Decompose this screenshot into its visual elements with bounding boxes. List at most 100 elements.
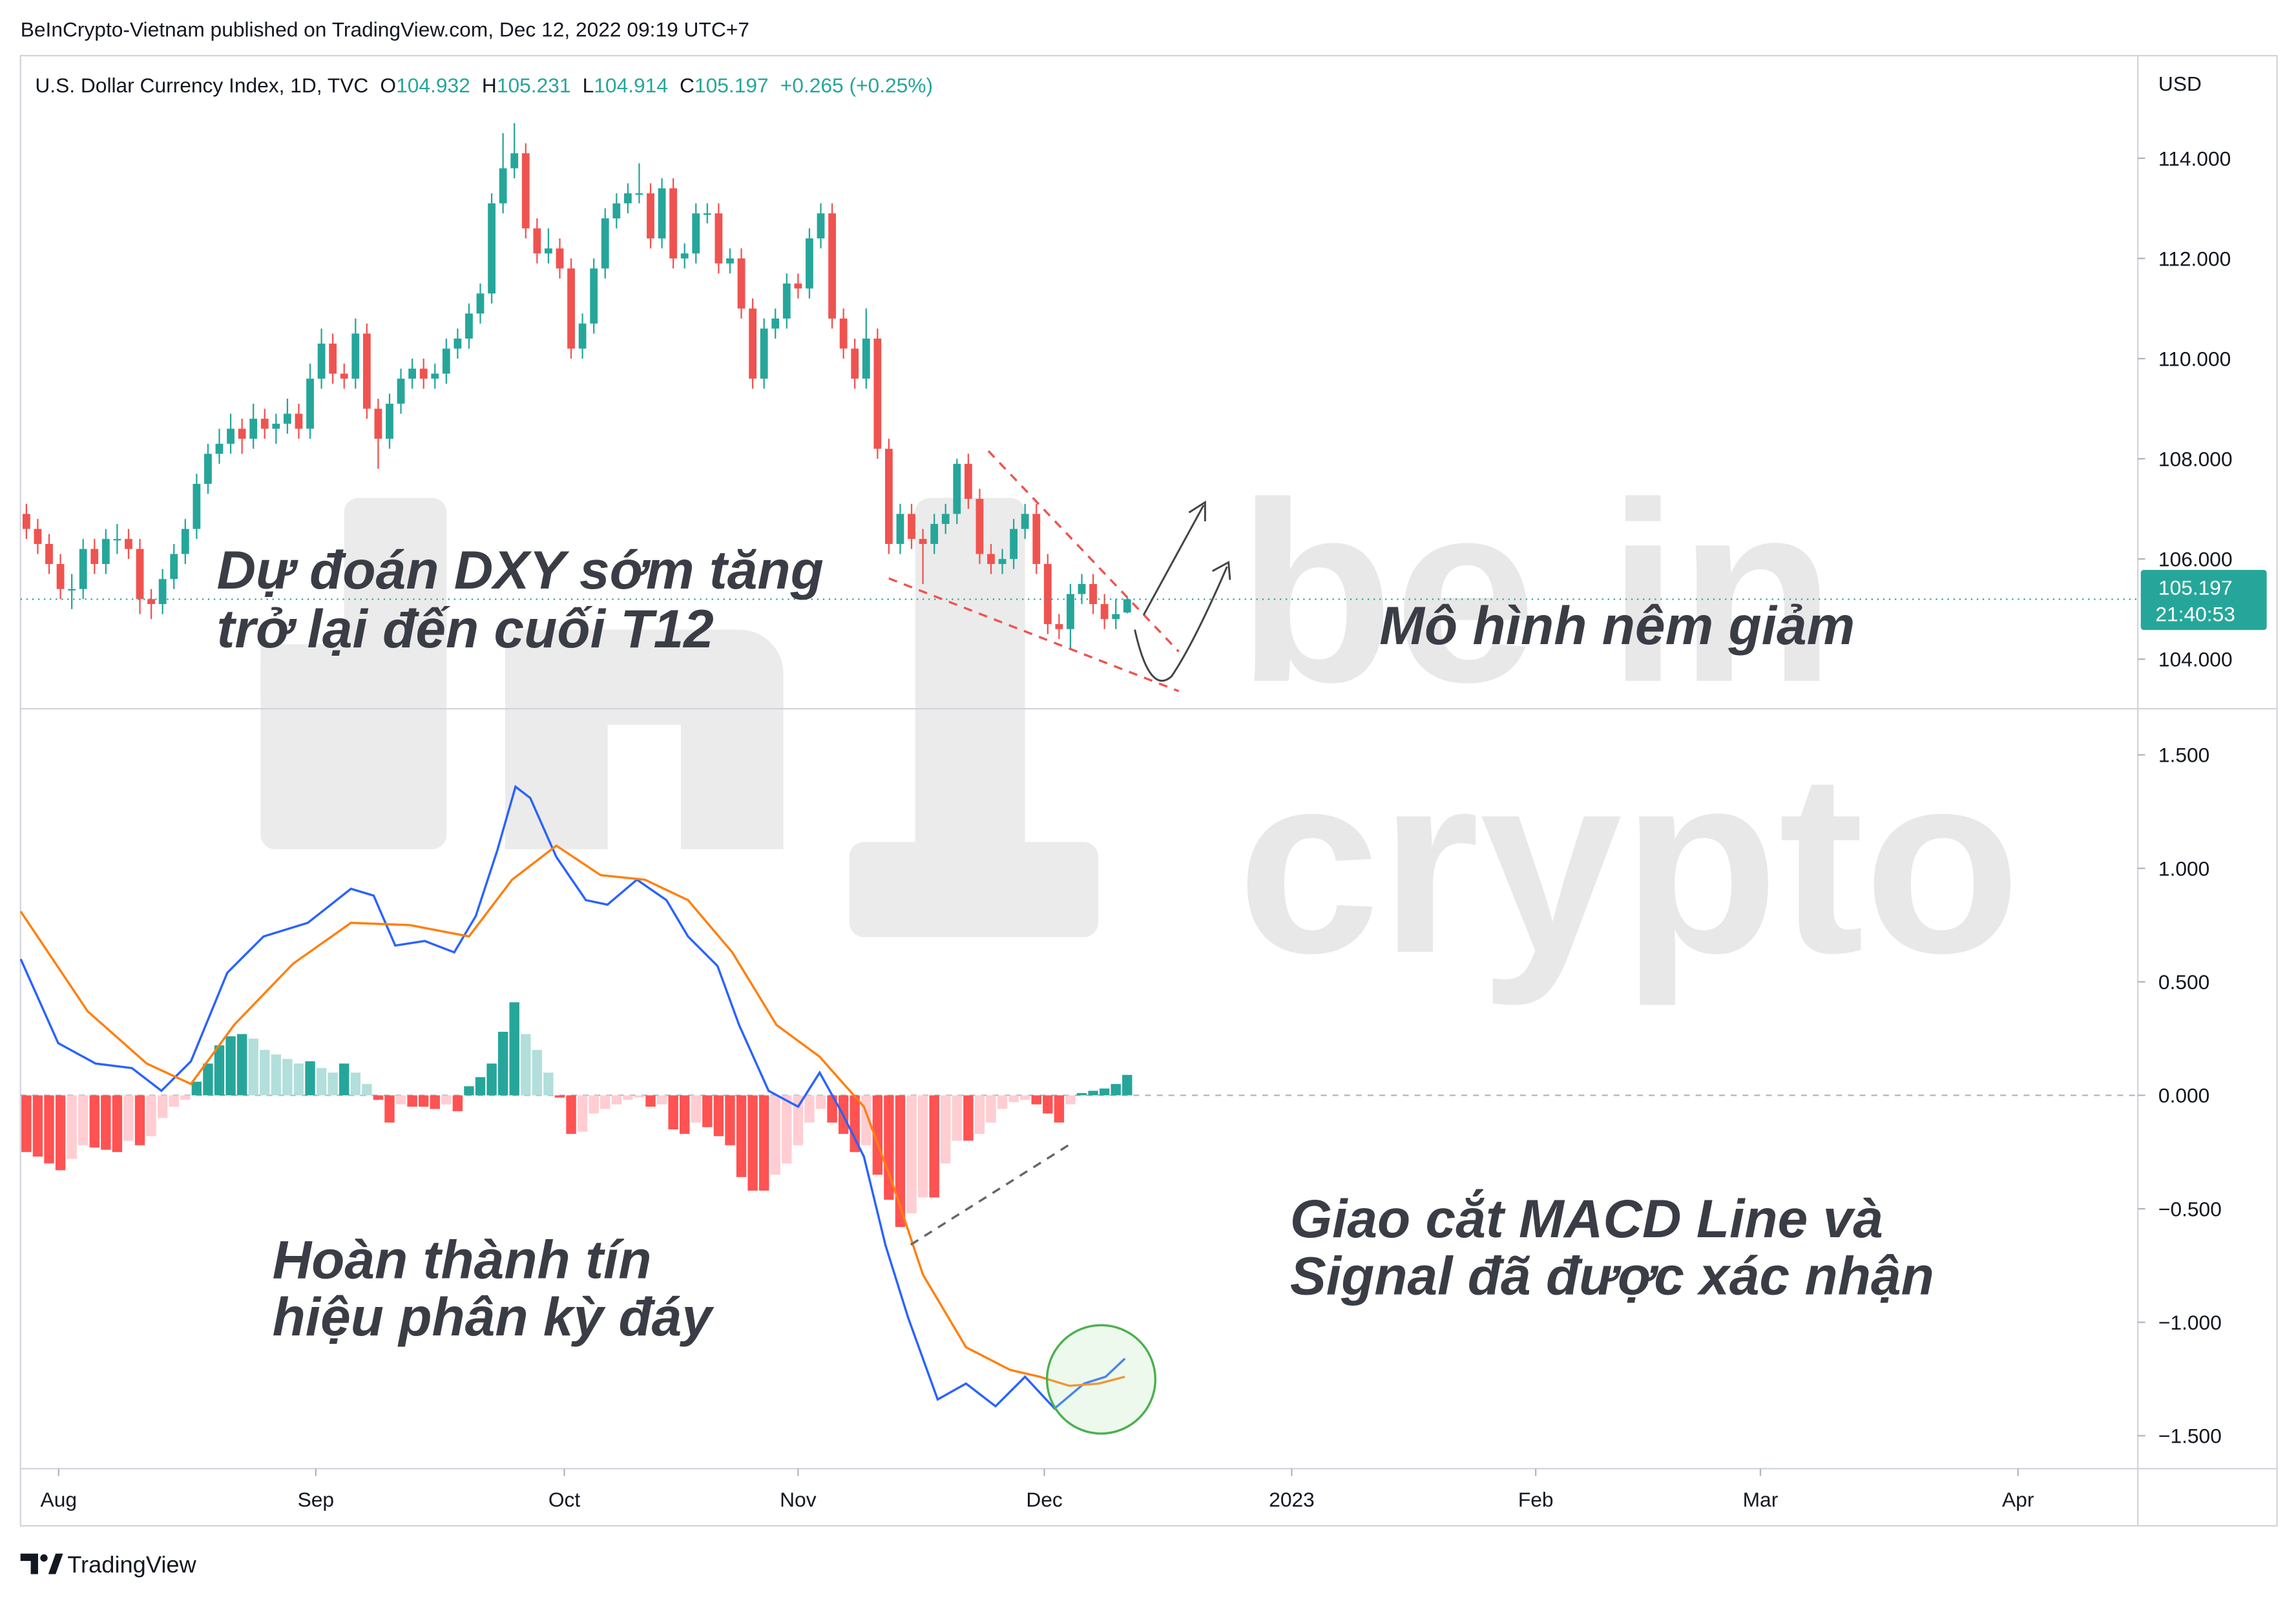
annotation: Mô hình nêm giảm <box>1379 595 1855 656</box>
plot: 104.000 106.000 108.000 110.000 112.000 114.0… <box>19 72 2267 1511</box>
histogram-bar <box>395 1095 406 1105</box>
x-tick-label: Aug <box>41 1488 77 1511</box>
y-tick-label: 114.000 <box>2158 147 2231 170</box>
candle-body <box>669 188 678 259</box>
legend-key: L <box>583 74 594 97</box>
candle-body <box>737 258 746 309</box>
candle-body <box>1021 514 1029 529</box>
candle-body <box>147 599 155 604</box>
candle-body <box>397 379 405 404</box>
candle-body <box>726 258 734 264</box>
legend-title: U.S. Dollar Currency Index, 1D, TVC <box>35 74 368 97</box>
candle-body <box>964 463 972 499</box>
x-tick-label: Sep <box>298 1488 334 1511</box>
currency: USD <box>2158 72 2202 96</box>
histogram-bar <box>328 1072 338 1096</box>
candle-body <box>1043 563 1052 625</box>
histogram-bar <box>316 1068 327 1096</box>
drawings <box>888 450 1231 1435</box>
histogram-bar <box>782 1095 792 1164</box>
histogram-bar <box>577 1095 588 1132</box>
histogram-bar <box>339 1063 350 1096</box>
indicator-line <box>19 844 1125 1387</box>
candle-body <box>873 339 882 449</box>
header: BeInCrypto-Vietnam published on TradingV… <box>21 18 749 41</box>
candle-body <box>79 549 87 589</box>
histogram-bar <box>758 1095 769 1191</box>
histogram-bar <box>1031 1095 1041 1105</box>
candle-body <box>806 238 813 289</box>
y-tick-label: 0.000 <box>2158 1084 2209 1107</box>
candle-body <box>386 403 393 439</box>
candle-body <box>1123 599 1131 613</box>
annotation: Dự đoán DXY sớm tăng <box>216 539 823 600</box>
histogram-bar <box>872 1095 883 1175</box>
candle-body <box>941 514 950 524</box>
histogram-bar <box>1088 1091 1098 1096</box>
candle-body <box>680 253 689 259</box>
histogram-bar <box>589 1095 599 1114</box>
y-tick-label: −1.000 <box>2158 1311 2222 1334</box>
y-tick-label: 104.000 <box>2158 648 2233 671</box>
histogram-bar <box>305 1061 315 1096</box>
legend-key: C <box>680 74 694 97</box>
x-tick-label: Feb <box>1518 1488 1554 1511</box>
histogram-bar <box>1111 1083 1121 1096</box>
histogram-bar <box>203 1063 213 1096</box>
histogram-bar <box>623 1095 633 1100</box>
histogram-bar <box>532 1050 543 1096</box>
histogram-bar <box>418 1095 429 1107</box>
histogram-bar <box>32 1095 43 1157</box>
x-tick-label: Dec <box>1026 1488 1063 1511</box>
histogram-bar <box>736 1095 747 1177</box>
candle-body <box>317 343 326 379</box>
histogram-bar <box>112 1095 123 1153</box>
y-tick-label: 106.000 <box>2158 548 2233 571</box>
histogram-bar <box>282 1059 293 1096</box>
candle-body <box>340 373 348 379</box>
watermark-text: be in <box>1237 450 1835 736</box>
histogram-bar <box>668 1095 678 1130</box>
y-tick-label: 108.000 <box>2158 447 2233 470</box>
histogram-bar <box>941 1095 951 1164</box>
histogram-bar <box>430 1095 440 1109</box>
histogram-bar <box>815 1095 826 1109</box>
candle-body <box>556 248 564 269</box>
candle-body <box>1067 594 1074 629</box>
candle-body <box>601 218 609 269</box>
candle-body <box>817 213 825 239</box>
candle-body <box>510 153 519 169</box>
histogram-bar <box>1065 1095 1076 1105</box>
candle-body <box>692 213 700 254</box>
histogram-bar <box>271 1054 282 1096</box>
histogram-bar <box>384 1095 395 1123</box>
candle-body <box>998 559 1007 564</box>
candle-body <box>260 419 269 429</box>
candle-body <box>90 549 99 564</box>
histogram-bar <box>917 1095 928 1198</box>
candle-body <box>295 413 303 429</box>
histogram-bar <box>634 1095 645 1098</box>
legend-key: O <box>380 74 396 97</box>
histogram-bar <box>486 1063 497 1096</box>
histogram-bar <box>407 1095 417 1107</box>
histogram-bar <box>543 1072 554 1096</box>
histogram-bar <box>225 1036 236 1096</box>
price-label-box <box>2140 570 2267 631</box>
candle-body <box>1112 614 1120 620</box>
candle-body <box>136 549 144 600</box>
frame <box>19 54 2278 1527</box>
candle-body <box>851 348 859 379</box>
candle-body <box>215 443 224 454</box>
candle-body <box>1032 514 1041 564</box>
candle-body <box>488 203 496 294</box>
histogram-bar <box>78 1095 89 1145</box>
countdown: 21:40:53 <box>2155 602 2235 625</box>
price-label: 105.197 <box>2158 576 2233 600</box>
histogram-bar <box>554 1095 565 1098</box>
histogram-bar <box>236 1034 247 1096</box>
candle-body <box>590 268 598 324</box>
histogram-bar <box>475 1077 486 1096</box>
histogram-bar <box>1076 1092 1087 1096</box>
histogram-bar <box>611 1095 622 1105</box>
